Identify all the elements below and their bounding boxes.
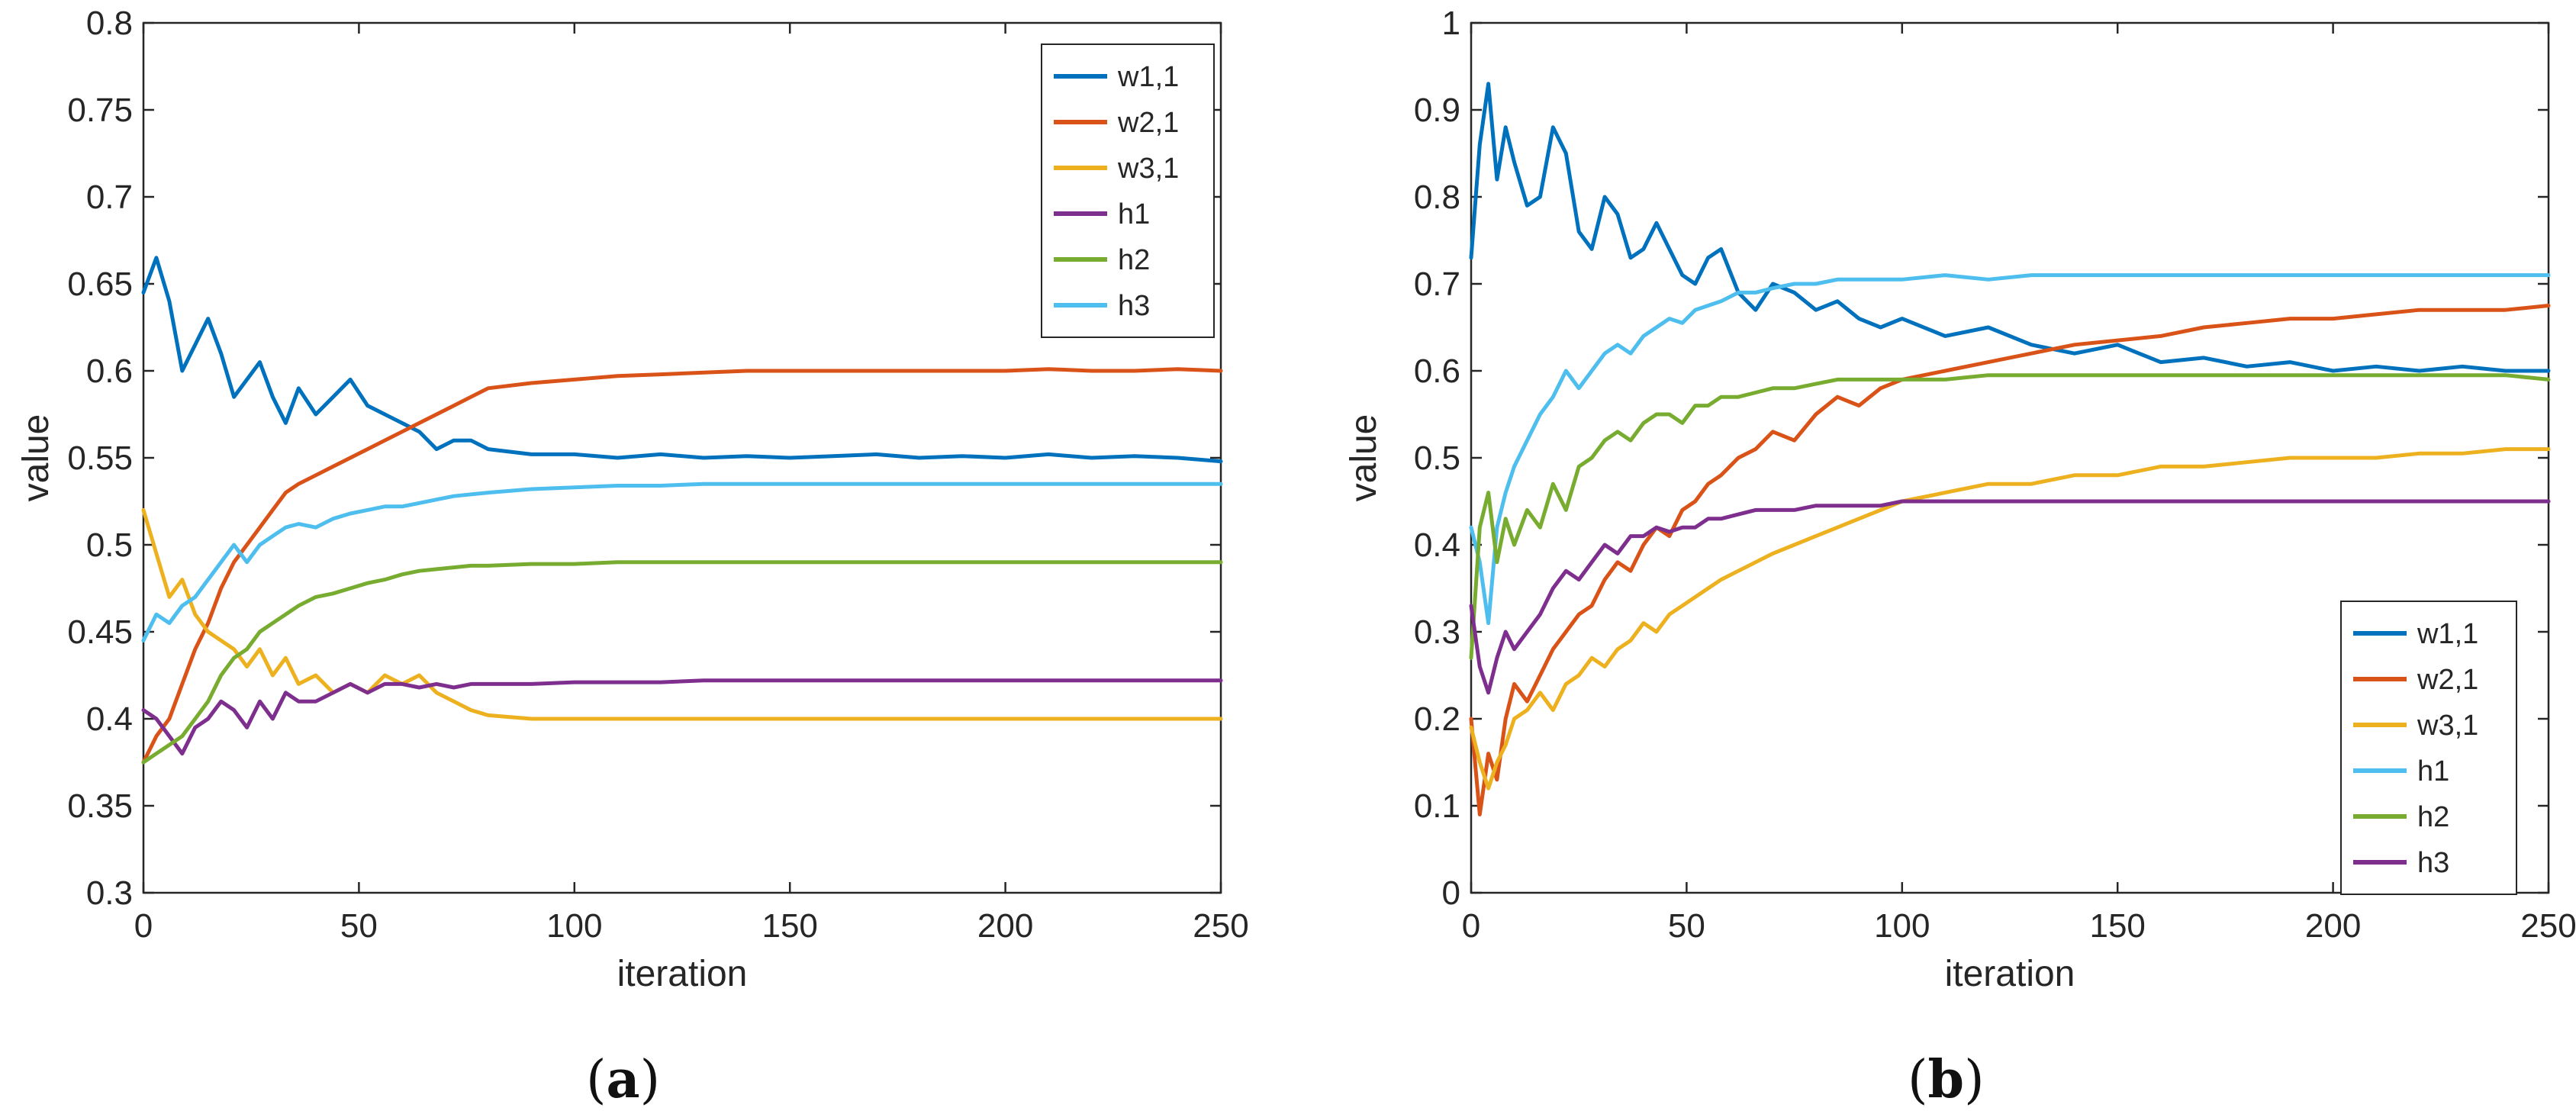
- legend-entry: h3: [1118, 290, 1150, 322]
- y-tick-label: 0.8: [1414, 179, 1460, 216]
- legend-entry: w1,1: [2417, 618, 2478, 650]
- x-tick-label: 150: [2089, 907, 2145, 945]
- y-tick-label: 0.1: [1414, 787, 1460, 825]
- chart-panel-a: 0 50 100 150 200 250 0.3 0.35 0.4 0.45 0.5 0.55 0.6 0…: [16, 5, 1249, 994]
- y-tick-label: 0.3: [1414, 613, 1460, 651]
- y-tick-label: 0.45: [67, 613, 133, 651]
- y-tick-label: 0.65: [67, 266, 133, 303]
- y-tick-label: 0.55: [67, 440, 133, 477]
- y-axis-label: value: [16, 414, 56, 502]
- y-tick-label: 0.8: [86, 5, 133, 42]
- panel-label-a: (a): [586, 1049, 661, 1110]
- legend-entry: h2: [1118, 244, 1150, 276]
- y-tick-label: 0.5: [86, 527, 133, 564]
- legend-entry: h3: [2417, 847, 2449, 879]
- x-tick-label: 150: [762, 907, 817, 945]
- x-tick-label: 100: [1874, 907, 1930, 945]
- y-tick-label: 0.6: [86, 353, 133, 390]
- legend-box: [1041, 43, 1215, 338]
- y-tick-label: 0.3: [86, 874, 133, 912]
- x-tick-label: 250: [2520, 907, 2576, 945]
- legend: w1,1 w2,1 w3,1 h1 h2 h3: [2340, 601, 2517, 895]
- y-tick-label: 0: [1442, 874, 1460, 912]
- chart-panel-b: 0 50 100 150 200 250 0 0.1 0.2 0.3 0.4 0.5 0.6 0.7 0.8…: [1344, 5, 2576, 994]
- y-tick-label: 0.4: [1414, 527, 1460, 564]
- series-line-5: [141, 560, 1223, 765]
- series-line-1: [1469, 82, 2551, 373]
- x-tick-label: 200: [977, 907, 1033, 945]
- legend: w1,1 w2,1 w3,1 h1 h2 h3: [1041, 43, 1215, 338]
- x-tick-label: 50: [340, 907, 378, 945]
- series-line-2: [141, 367, 1223, 765]
- x-axis-label: iteration: [617, 954, 748, 994]
- y-tick-label: 0.9: [1414, 92, 1460, 129]
- y-tick-label: 0.75: [67, 92, 133, 129]
- y-tick-label: 0.4: [86, 700, 133, 738]
- legend-entry: w2,1: [1117, 107, 1179, 139]
- panel-label-a-text: a: [606, 1049, 640, 1110]
- y-tick-label: 1: [1442, 5, 1460, 42]
- x-tick-label: 100: [546, 907, 602, 945]
- x-tick-label: 0: [1462, 907, 1480, 945]
- legend-box: [2340, 601, 2517, 895]
- x-tick-label: 200: [2305, 907, 2361, 945]
- x-tick-label: 250: [1193, 907, 1248, 945]
- series-line-5: [1469, 373, 2551, 660]
- x-axis-label: iteration: [1945, 954, 2075, 994]
- series-line-2: [1469, 304, 2551, 816]
- legend-entry: w3,1: [2417, 710, 2478, 742]
- series-line-4: [1469, 273, 2551, 626]
- x-tick-label: 0: [134, 907, 153, 945]
- panel-label-b-text: b: [1927, 1049, 1965, 1110]
- legend-entry: w2,1: [2417, 664, 2478, 696]
- legend-entry: h2: [2417, 801, 2449, 833]
- series-line-1: [141, 256, 1223, 464]
- series-line-6: [1469, 499, 2551, 695]
- y-tick-label: 0.2: [1414, 700, 1460, 738]
- y-tick-label: 0.7: [1414, 266, 1460, 303]
- series-line-3: [141, 507, 1223, 721]
- series-line-4: [141, 678, 1223, 756]
- series-line-6: [141, 481, 1223, 642]
- legend-entry: h1: [2417, 755, 2449, 787]
- legend-entry: w3,1: [1117, 153, 1179, 185]
- legend-entry: h1: [1118, 198, 1150, 230]
- y-tick-label: 0.6: [1414, 353, 1460, 390]
- x-tick-label: 50: [1668, 907, 1705, 945]
- y-tick-label: 0.35: [67, 787, 133, 825]
- panel-label-b: (b): [1908, 1049, 1985, 1110]
- y-axis-label: value: [1344, 414, 1384, 502]
- legend-entry: w1,1: [1117, 61, 1179, 93]
- series-line-3: [1469, 447, 2551, 791]
- y-tick-label: 0.5: [1414, 440, 1460, 477]
- y-tick-label: 0.7: [86, 179, 133, 216]
